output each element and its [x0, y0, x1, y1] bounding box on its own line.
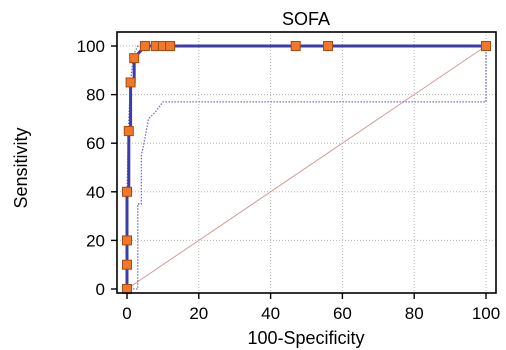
y-tick-label: 100: [77, 37, 105, 56]
reference-diagonal: [126, 45, 487, 290]
roc-point-marker: [129, 53, 140, 64]
x-tick-label: 80: [405, 304, 424, 323]
x-axis-label: 100-Specificity: [247, 328, 364, 348]
y-tick-label: 0: [96, 280, 105, 299]
y-tick-label: 80: [86, 86, 105, 105]
roc-point-marker: [139, 41, 150, 51]
roc-point-marker: [123, 126, 134, 137]
chart-title: SOFA: [282, 9, 330, 29]
x-tick-label: 40: [261, 304, 280, 323]
plot-frame: [116, 31, 497, 294]
roc-point-marker: [165, 41, 176, 51]
axis-ticks: 0 20 40 60 80 100 0 20 40 60 80 100: [77, 37, 501, 323]
roc-point-marker: [125, 77, 136, 88]
reference-line: [126, 45, 487, 290]
roc-point-marker: [122, 284, 132, 294]
roc-point-marker: [122, 186, 132, 197]
y-tick-label: 60: [86, 134, 105, 153]
y-axis-label: Sensitivity: [11, 127, 31, 208]
y-tick-label: 20: [86, 231, 105, 250]
grid: [117, 32, 496, 293]
x-tick-label: 100: [472, 304, 500, 323]
x-tick-label: 0: [122, 304, 131, 323]
x-tick-label: 20: [189, 304, 208, 323]
y-tick-label: 40: [86, 183, 105, 202]
x-tick-label: 60: [333, 304, 352, 323]
roc-point-marker: [290, 41, 301, 51]
roc-point-marker: [122, 259, 132, 270]
ci-lower-line: [127, 46, 487, 290]
roc-point-marker: [481, 41, 491, 51]
roc-point-marker: [122, 235, 132, 246]
roc-point-marker: [323, 41, 334, 51]
roc-markers: [122, 41, 491, 294]
